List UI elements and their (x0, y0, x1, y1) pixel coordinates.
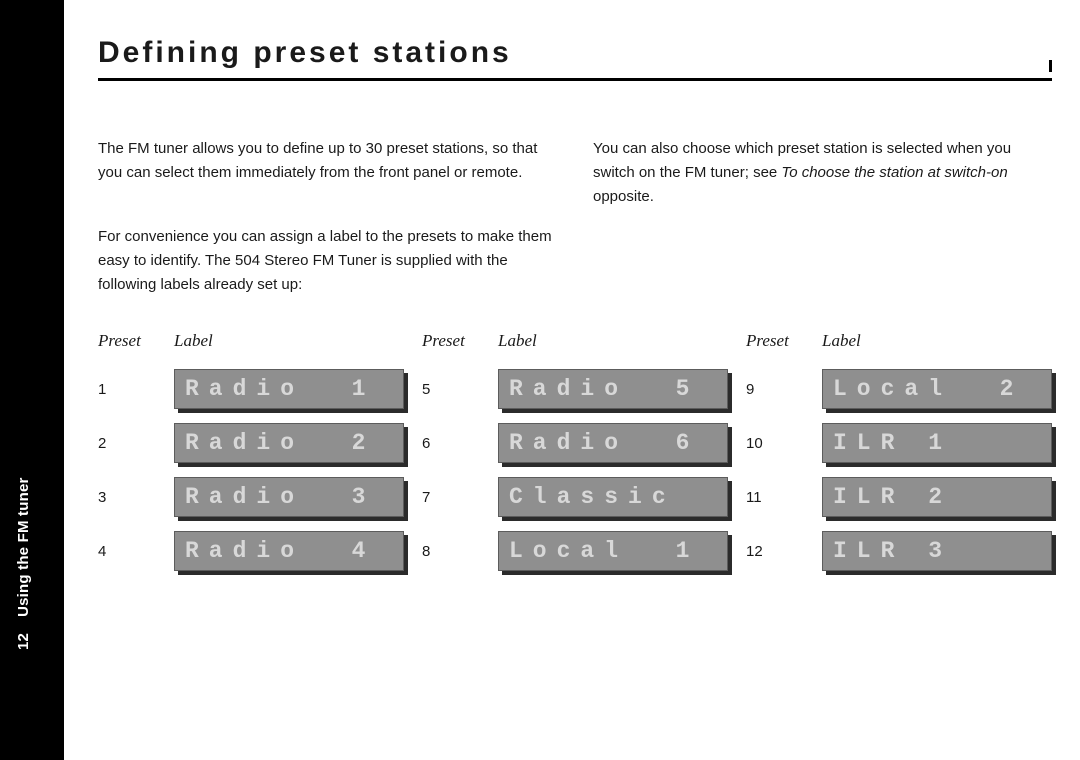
lcd-label: ILR 3 (822, 531, 1052, 571)
preset-row: 7 Classic (422, 477, 728, 517)
lcd-display: ILR 3 (822, 531, 1052, 571)
lcd-display: ILR 2 (822, 477, 1052, 517)
header-label: Label (174, 331, 404, 351)
preset-header: Preset Label (746, 331, 1052, 351)
preset-col-2: Preset Label 5 Radio 5 6 Radio 6 7 Class… (422, 331, 728, 585)
lcd-label: Radio 2 (174, 423, 404, 463)
para-right-b: opposite. (593, 188, 654, 205)
para-right-ref: To choose the station at switch-on (781, 164, 1007, 181)
preset-number: 10 (746, 435, 822, 452)
heading-tick (1049, 60, 1052, 72)
paragraph-1: The FM tuner allows you to define up to … (98, 137, 557, 185)
preset-row: 12 ILR 3 (746, 531, 1052, 571)
text-col-right: You can also choose which preset station… (593, 137, 1052, 297)
preset-number: 11 (746, 489, 822, 506)
body-text: The FM tuner allows you to define up to … (98, 137, 1052, 297)
preset-number: 1 (98, 381, 174, 398)
preset-header: Preset Label (98, 331, 404, 351)
preset-number: 12 (746, 543, 822, 560)
preset-number: 8 (422, 543, 498, 560)
lcd-display: Radio 6 (498, 423, 728, 463)
lcd-label: ILR 1 (822, 423, 1052, 463)
lcd-display: Local 1 (498, 531, 728, 571)
paragraph-2: For convenience you can assign a label t… (98, 225, 557, 297)
lcd-label: Radio 1 (174, 369, 404, 409)
preset-number: 3 (98, 489, 174, 506)
lcd-display: Radio 2 (174, 423, 404, 463)
header-preset: Preset (98, 331, 174, 351)
preset-row: 11 ILR 2 (746, 477, 1052, 517)
preset-row: 2 Radio 2 (98, 423, 404, 463)
header-label: Label (822, 331, 1052, 351)
preset-row: 3 Radio 3 (98, 477, 404, 517)
preset-row: 8 Local 1 (422, 531, 728, 571)
lcd-display: Radio 5 (498, 369, 728, 409)
lcd-display: Radio 1 (174, 369, 404, 409)
preset-number: 6 (422, 435, 498, 452)
preset-col-3: Preset Label 9 Local 2 10 ILR 1 11 ILR 2… (746, 331, 1052, 585)
lcd-display: Local 2 (822, 369, 1052, 409)
sidebar-label: Using the FM tuner (15, 477, 32, 616)
preset-row: 5 Radio 5 (422, 369, 728, 409)
page-number: 12 (15, 633, 32, 650)
preset-number: 2 (98, 435, 174, 452)
page-content: Defining preset stations The FM tuner al… (98, 36, 1052, 585)
lcd-label: Radio 6 (498, 423, 728, 463)
preset-col-1: Preset Label 1 Radio 1 2 Radio 2 3 Radio… (98, 331, 404, 585)
lcd-display: Classic (498, 477, 728, 517)
lcd-label: Local 2 (822, 369, 1052, 409)
preset-row: 4 Radio 4 (98, 531, 404, 571)
lcd-label: Local 1 (498, 531, 728, 571)
preset-row: 6 Radio 6 (422, 423, 728, 463)
preset-grid: Preset Label 1 Radio 1 2 Radio 2 3 Radio… (98, 331, 1052, 585)
preset-header: Preset Label (422, 331, 728, 351)
sidebar-text: 12 Using the FM tuner (15, 477, 32, 650)
preset-number: 4 (98, 543, 174, 560)
lcd-label: Classic (498, 477, 728, 517)
text-col-left: The FM tuner allows you to define up to … (98, 137, 557, 297)
sidebar-black-bar (0, 0, 64, 760)
preset-number: 5 (422, 381, 498, 398)
preset-row: 9 Local 2 (746, 369, 1052, 409)
lcd-display: ILR 1 (822, 423, 1052, 463)
preset-row: 10 ILR 1 (746, 423, 1052, 463)
lcd-display: Radio 4 (174, 531, 404, 571)
heading-underline (98, 78, 1052, 81)
lcd-label: Radio 3 (174, 477, 404, 517)
lcd-label: Radio 4 (174, 531, 404, 571)
header-label: Label (498, 331, 728, 351)
paragraph-right: You can also choose which preset station… (593, 137, 1052, 209)
preset-number: 7 (422, 489, 498, 506)
header-preset: Preset (422, 331, 498, 351)
lcd-label: Radio 5 (498, 369, 728, 409)
page-title: Defining preset stations (98, 36, 1052, 70)
preset-row: 1 Radio 1 (98, 369, 404, 409)
header-preset: Preset (746, 331, 822, 351)
preset-number: 9 (746, 381, 822, 398)
lcd-label: ILR 2 (822, 477, 1052, 517)
lcd-display: Radio 3 (174, 477, 404, 517)
